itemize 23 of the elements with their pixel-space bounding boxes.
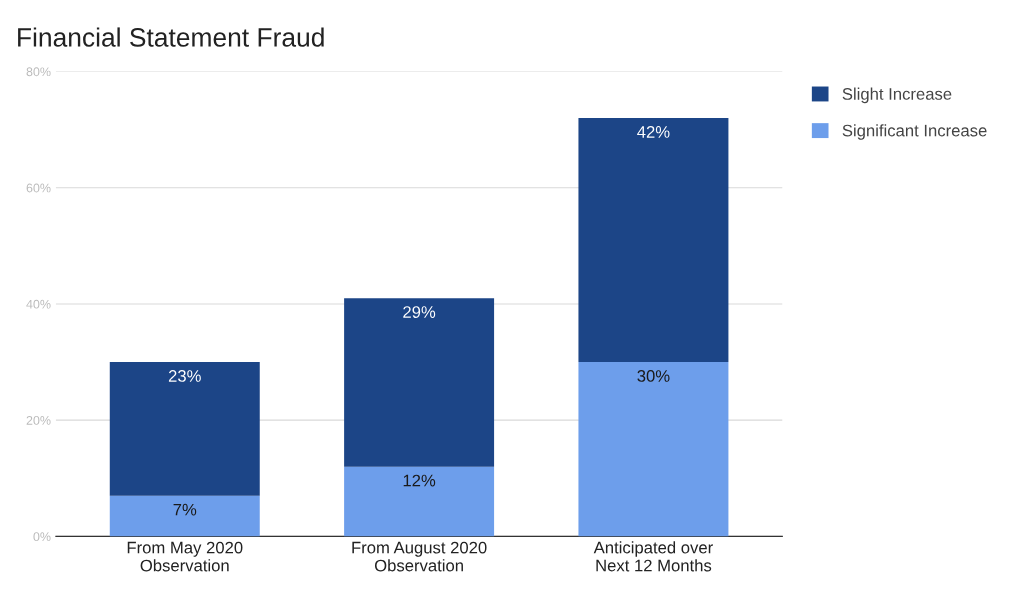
data-label: 7% xyxy=(173,503,197,516)
bar xyxy=(578,118,729,363)
bar xyxy=(109,362,260,496)
y-tick-label: 40% xyxy=(26,299,51,309)
y-tick-label: 80% xyxy=(26,67,51,77)
data-label: 12% xyxy=(403,474,436,487)
x-tick-label: From August 2020 Observation xyxy=(352,541,487,572)
y-tick-label: 60% xyxy=(26,183,51,193)
bar xyxy=(344,466,495,537)
legend-label: Significant Increase xyxy=(842,124,987,140)
data-label: 30% xyxy=(637,370,670,382)
data-label: 23% xyxy=(168,370,201,382)
bar xyxy=(578,362,729,537)
y-tick-label: 20% xyxy=(26,415,51,425)
x-tick-label: From May 2020 Observation xyxy=(127,541,243,572)
data-label: 42% xyxy=(637,126,670,138)
y-tick-label: 0% xyxy=(33,532,51,542)
data-label: 29% xyxy=(403,306,436,318)
chart-title: Financial Statement Fraud xyxy=(18,27,324,47)
legend-label: Slight Increase xyxy=(842,87,952,104)
x-tick-label: Anticipated over Next 12 Months xyxy=(593,541,713,572)
bar xyxy=(344,298,495,467)
bar xyxy=(109,495,260,537)
